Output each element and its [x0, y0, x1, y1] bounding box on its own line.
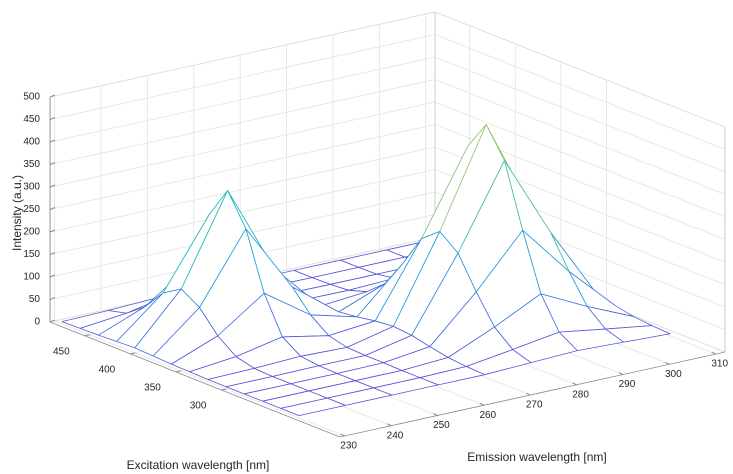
- grid-line: [49, 169, 436, 255]
- x-tick-label: 240: [387, 430, 404, 441]
- x-axis-title-excitation: Excitation wavelength [nm]: [127, 458, 270, 472]
- x-tick: [618, 372, 624, 375]
- z-tick-label: 500: [23, 92, 40, 103]
- z-tick: [49, 117, 56, 120]
- mesh-cell: [280, 397, 346, 417]
- grid-line: [54, 320, 345, 437]
- x-tick: [433, 413, 438, 416]
- x-tick-label: 280: [572, 389, 589, 400]
- y-tick: [130, 352, 136, 355]
- x-tick-label: 300: [665, 369, 682, 380]
- z-tick-label: 250: [23, 204, 40, 215]
- grid-line: [434, 11, 726, 128]
- x-tick: [665, 361, 670, 365]
- z-tick: [49, 297, 56, 300]
- x-tick: [340, 433, 345, 437]
- x-axis-line: [339, 351, 726, 438]
- grid-line: [434, 101, 726, 218]
- z-tick: [49, 162, 56, 165]
- y-tick-label: 350: [144, 383, 161, 394]
- grid-line: [434, 79, 726, 195]
- z-tick-label: 400: [23, 137, 40, 148]
- z-tick: [49, 207, 56, 210]
- x-tick-label: 260: [479, 410, 496, 421]
- z-axis-title: Intensity (a.u.): [10, 175, 24, 251]
- z-tick-label: 150: [23, 249, 40, 260]
- z-tick: [49, 229, 56, 233]
- grid-line: [434, 34, 726, 150]
- grid-line: [49, 34, 436, 120]
- grid-line: [49, 101, 436, 188]
- z-tick: [49, 184, 56, 188]
- x-tick: [572, 382, 577, 386]
- grid-line: [434, 56, 726, 173]
- x-tick-label: 290: [619, 379, 636, 390]
- z-tick-label: 350: [23, 159, 40, 170]
- z-tick: [49, 274, 56, 278]
- z-tick-label: 450: [23, 114, 40, 125]
- x-tick: [525, 392, 531, 396]
- y-tick-label: 300: [190, 401, 207, 412]
- grid-line: [49, 79, 436, 165]
- x-tick: [711, 351, 716, 355]
- z-tick-label: 200: [23, 227, 40, 238]
- y-tick-label: 400: [99, 364, 116, 375]
- grid-line: [49, 56, 436, 143]
- z-tick-label: 50: [29, 294, 41, 305]
- x-tick-label: 310: [711, 359, 728, 370]
- y-tick: [84, 334, 90, 337]
- z-tick: [49, 252, 56, 255]
- z-tick-label: 0: [34, 317, 40, 328]
- z-tick: [49, 319, 56, 323]
- y-tick: [221, 388, 227, 391]
- z-tick-label: 300: [23, 182, 40, 193]
- grid-line: [49, 146, 436, 233]
- axis-title-emission: Emission wavelength [nm]: [467, 450, 606, 464]
- x-tick-label: 250: [433, 420, 450, 431]
- x-tick: [386, 423, 392, 427]
- grid-line: [49, 124, 436, 210]
- grid-line: [49, 11, 436, 98]
- z-tick-label: 100: [23, 272, 40, 283]
- y-tick: [175, 370, 181, 373]
- mesh-layer: [61, 124, 671, 417]
- x-tick: [479, 402, 485, 406]
- y-axis-line: [49, 321, 341, 438]
- axes-layer: 0 50 100 150 200 250 300 350 400 450 500 230 240 250 2…: [23, 92, 728, 452]
- z-tick: [49, 139, 56, 143]
- x-tick-label: 230: [340, 441, 357, 452]
- z-tick: [49, 94, 56, 98]
- y-tick-label: 450: [53, 346, 70, 357]
- x-tick-label: 270: [526, 400, 543, 411]
